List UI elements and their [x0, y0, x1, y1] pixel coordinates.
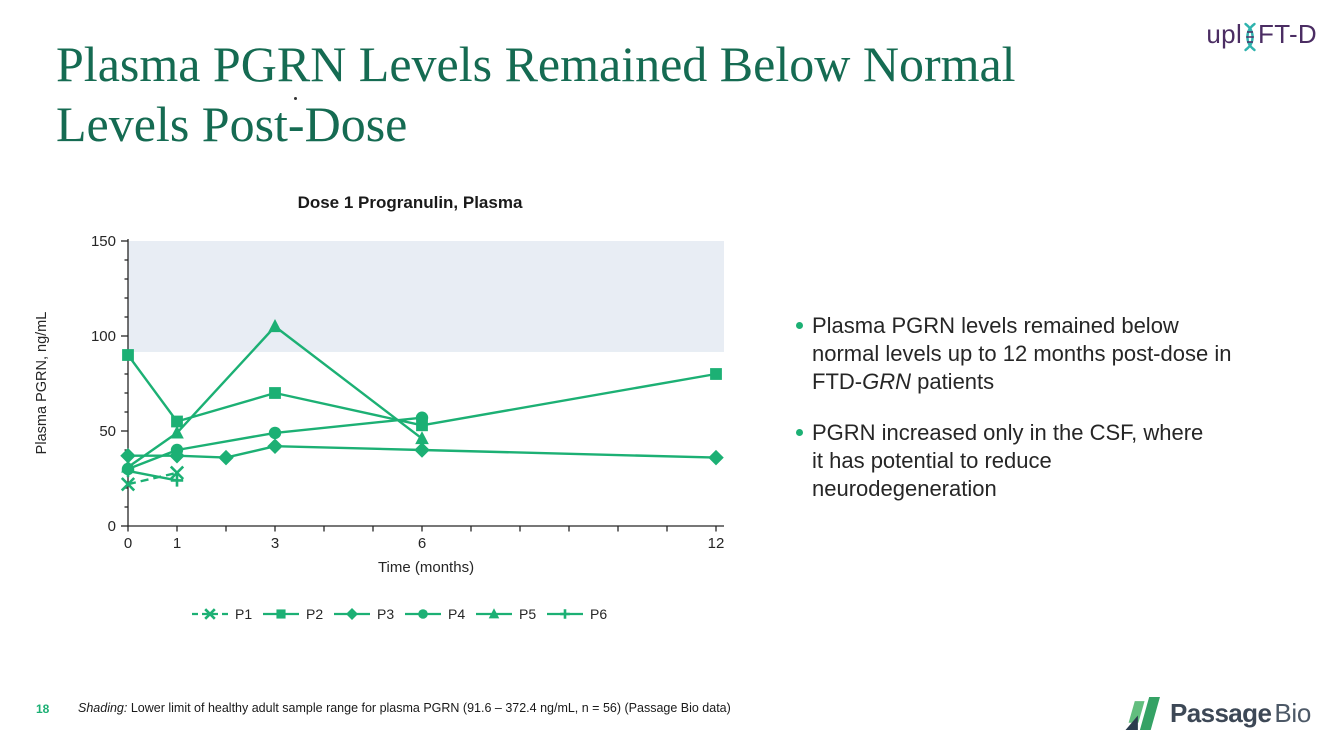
- slide-title: Plasma PGRN Levels Remained Below Normal…: [56, 34, 1016, 154]
- svg-text:P6: P6: [590, 606, 607, 622]
- uplift-logo-text-post: FT-D: [1258, 19, 1317, 49]
- chart-title: Dose 1 Progranulin, Plasma: [297, 193, 523, 212]
- svg-text:P1: P1: [235, 606, 252, 622]
- passage-logo-word1: Passage: [1169, 698, 1272, 728]
- svg-text:3: 3: [271, 535, 279, 552]
- dna-helix-icon: [1244, 22, 1256, 51]
- bullet-item: PGRN increased only in the CSF, where it …: [796, 419, 1321, 503]
- svg-text:0: 0: [108, 518, 116, 535]
- bullet-text-line: Plasma PGRN levels remained below: [812, 313, 1179, 338]
- bullet-icon: [796, 322, 803, 329]
- key-points-list: Plasma PGRN levels remained below normal …: [796, 312, 1321, 503]
- svg-text:100: 100: [91, 328, 116, 345]
- series-P1: [120, 465, 185, 492]
- page-number: 18: [36, 702, 50, 716]
- bullet-text-line: PGRN increased only in the CSF, where: [812, 420, 1204, 445]
- passage-logo-word2: Bio: [1274, 698, 1311, 728]
- uplift-d-logo: upl FT-D: [1206, 19, 1317, 51]
- bullet-text: Plasma PGRN levels remained below normal …: [812, 312, 1231, 396]
- bullet-item: Plasma PGRN levels remained below normal …: [796, 312, 1321, 396]
- legend: P1 P2 P3 P4 P5 P6: [192, 606, 607, 622]
- svg-text:50: 50: [99, 423, 116, 440]
- svg-text:P4: P4: [448, 606, 465, 622]
- bullet-text-line: neurodegeneration: [812, 476, 997, 501]
- uplift-logo-text-pre: upl: [1206, 19, 1243, 49]
- footnote-lead: Shading:: [78, 701, 128, 715]
- bullet-icon: [796, 429, 803, 436]
- svg-text:12: 12: [708, 535, 725, 552]
- svg-text:Plasma PGRN, ng/mL: Plasma PGRN, ng/mL: [34, 312, 50, 455]
- slide-title-line2: Levels Post-Dose: [56, 96, 408, 152]
- stray-period-mark: [294, 97, 297, 100]
- bullet-text: PGRN increased only in the CSF, where it …: [812, 419, 1203, 503]
- series-P2: [122, 349, 722, 432]
- footnote: Shading: Lower limit of healthy adult sa…: [78, 701, 731, 715]
- svg-text:0: 0: [124, 535, 132, 552]
- bullet-text-line: normal levels up to 12 months post-dose …: [812, 341, 1232, 366]
- bullet-text-line: it has potential to reduce: [812, 448, 1052, 473]
- footnote-body: Lower limit of healthy adult sample rang…: [127, 701, 731, 715]
- pgrn-plasma-line-chart: 0 50 100 150 0 1 3 6 12 Plasma PGRN, ng/mL Time (m…: [34, 233, 724, 622]
- svg-text:P5: P5: [519, 606, 536, 622]
- svg-text:6: 6: [418, 535, 426, 552]
- svg-text:150: 150: [91, 233, 116, 250]
- svg-text:P2: P2: [306, 606, 323, 622]
- passage-bio-icon: [1125, 697, 1160, 730]
- passage-bio-logo: Passage Bio: [1122, 695, 1311, 732]
- bullet-text-line: FTD-GRN patients: [812, 369, 995, 394]
- series-P6: [121, 464, 184, 487]
- slide-title-line1: Plasma PGRN Levels Remained Below Normal: [56, 36, 1016, 92]
- svg-text:1: 1: [173, 535, 181, 552]
- series-P5: [121, 319, 429, 473]
- normal-range-band: [128, 241, 724, 352]
- series-P3: [120, 438, 724, 466]
- svg-text:Time (months): Time (months): [378, 559, 474, 576]
- axis-labels: 0 50 100 150 0 1 3 6 12 Plasma PGRN, ng/mL Time (m…: [34, 233, 724, 576]
- svg-text:P3: P3: [377, 606, 394, 622]
